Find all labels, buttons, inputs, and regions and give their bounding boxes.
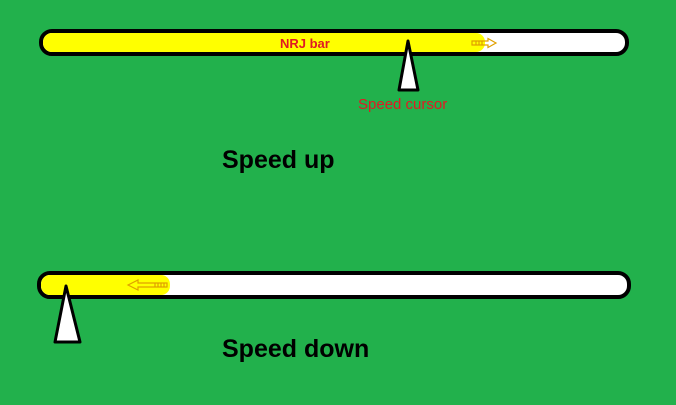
speed-up-panel [39,29,629,92]
nrj-bar-energy-fill-2 [41,275,170,295]
arrow-left-icon [126,279,168,291]
speed-cursor-label: Speed cursor [358,96,448,113]
speed-down-panel [37,271,631,344]
nrj-bar-label: NRJ bar [280,36,330,51]
speed-cursor-2 [53,284,82,344]
nrj-bar-energy-fill [43,33,485,52]
arrow-right-icon [471,37,498,49]
speed-cursor [397,39,420,92]
speed-down-caption: Speed down [222,335,370,363]
speed-up-caption: Speed up [222,146,335,174]
nrj-bar-track-2 [37,271,631,299]
